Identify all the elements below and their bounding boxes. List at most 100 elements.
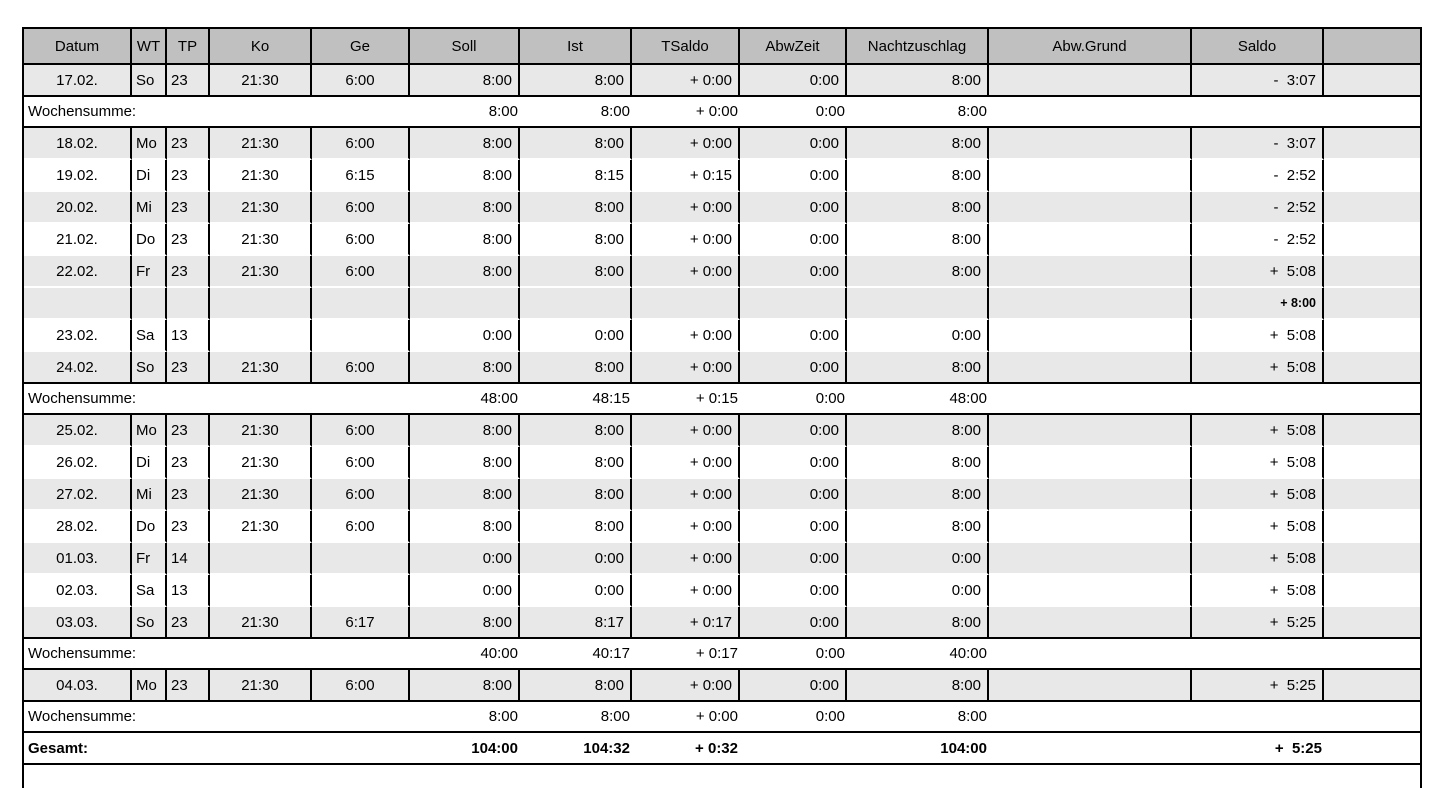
cell-saldo: + 5:08 — [1192, 415, 1324, 447]
cell-ge: 6:00 — [312, 65, 410, 95]
cell-ge — [312, 575, 410, 607]
cell-nacht: 0:00 — [847, 575, 989, 607]
cell-extra — [1324, 511, 1420, 543]
cell-ge: 6:00 — [312, 511, 410, 543]
table-row: 22.02. Fr 23 21:30 6:00 8:00 8:00 + 0:00 0:00 8:0… — [24, 256, 1420, 288]
cell-ge: 6:00 — [312, 224, 410, 256]
cell-abwgrund — [989, 65, 1192, 95]
table-row: 18.02. Mo 23 21:30 6:00 8:00 8:00 + 0:00 0:00 8:0… — [24, 128, 1420, 160]
cell-ko: 21:30 — [210, 160, 312, 192]
cell-tp: 13 — [167, 320, 210, 352]
cell-ist: 8:00 — [520, 670, 632, 700]
week-summary-row: Wochensumme: 8:00 8:00 + 0:00 0:00 8:00 — [24, 702, 1420, 733]
cell-extra — [1324, 192, 1420, 224]
cell-wt: Mo — [132, 670, 167, 700]
summary-cell-soll: 40:00 — [480, 645, 518, 662]
summary-cell-tsaldo: + 0:00 — [695, 103, 738, 120]
cell-nacht: 8:00 — [847, 224, 989, 256]
cell-abwgrund — [989, 511, 1192, 543]
cell-tsaldo: + 0:00 — [632, 415, 740, 447]
cell-abwzeit: 0:00 — [740, 224, 847, 256]
cell-tsaldo: + 0:15 — [632, 160, 740, 192]
week-block: 18.02. Mo 23 21:30 6:00 8:00 8:00 + 0:00 0:00 8:0… — [24, 128, 1420, 384]
summary-cell-ist: 8:00 — [600, 708, 630, 725]
table-row: 04.03. Mo 23 21:30 6:00 8:00 8:00 + 0:00 0:00 8:0… — [24, 670, 1420, 700]
cell-nacht: 8:00 — [847, 447, 989, 479]
table-row: 19.02. Di 23 21:30 6:15 8:00 8:15 + 0:15 0:00 8:0… — [24, 160, 1420, 192]
table-row: 26.02. Di 23 21:30 6:00 8:00 8:00 + 0:00 0:00 8:0… — [24, 447, 1420, 479]
cell-abwgrund — [989, 224, 1192, 256]
cell-abwgrund — [989, 256, 1192, 288]
cell-wt: Mi — [132, 479, 167, 511]
cell-tp: 23 — [167, 160, 210, 192]
header-cell-extra — [1324, 29, 1420, 63]
cell-ist: 8:15 — [520, 160, 632, 192]
cell-tsaldo: + 0:00 — [632, 320, 740, 352]
table-row: 21.02. Do 23 21:30 6:00 8:00 8:00 + 0:00 0:00 8:0… — [24, 224, 1420, 256]
cell-tp: 23 — [167, 192, 210, 224]
summary-cell-abwzeit: 0:00 — [815, 103, 845, 120]
cell-extra — [1324, 224, 1420, 256]
total-cell-saldo: + 5:25 — [1274, 739, 1322, 757]
cell-abwgrund — [989, 352, 1192, 382]
cell-wt: So — [132, 352, 167, 382]
cell-wt: Fr — [132, 543, 167, 575]
cell-soll: 8:00 — [410, 479, 520, 511]
cell-datum — [24, 288, 132, 320]
table-row: 01.03. Fr 14 0:00 0:00 + 0:00 0:00 0:00 + 5:08 — [24, 543, 1420, 575]
cell-abwzeit: 0:00 — [740, 128, 847, 160]
cell-datum: 18.02. — [24, 128, 132, 160]
cell-datum: 27.02. — [24, 479, 132, 511]
cell-nacht: 8:00 — [847, 607, 989, 637]
header-cell-soll: Soll — [410, 29, 520, 63]
summary-filler — [993, 702, 1420, 731]
cell-saldo: - 2:52 — [1192, 192, 1324, 224]
cell-saldo: - 2:52 — [1192, 224, 1324, 256]
cell-saldo: + 5:08 — [1192, 320, 1324, 352]
cell-ko — [210, 543, 312, 575]
cell-datum: 19.02. — [24, 160, 132, 192]
cell-wt: So — [132, 65, 167, 95]
cell-wt: Do — [132, 511, 167, 543]
cell-datum: 01.03. — [24, 543, 132, 575]
summary-cell-abwzeit: 0:00 — [815, 645, 845, 662]
cell-ge — [312, 288, 410, 320]
cell-abwgrund — [989, 128, 1192, 160]
summary-cell-abwzeit: 0:00 — [815, 708, 845, 725]
summary-cell-nacht: 48:00 — [949, 390, 987, 407]
cell-abwzeit: 0:00 — [740, 160, 847, 192]
cell-tsaldo: + 0:00 — [632, 511, 740, 543]
cell-abwgrund — [989, 670, 1192, 700]
header-row: Datum WT TP Ko Ge Soll Ist TSaldo AbwZeit Nachtzu… — [24, 29, 1420, 65]
cell-wt: Do — [132, 224, 167, 256]
cell-ist: 8:00 — [520, 479, 632, 511]
cell-abwzeit: 0:00 — [740, 670, 847, 700]
cell-tsaldo — [632, 288, 740, 320]
cell-datum: 26.02. — [24, 447, 132, 479]
cell-tp: 13 — [167, 575, 210, 607]
week-summary-row: Wochensumme: 48:00 48:15 + 0:15 0:00 48:00 — [24, 384, 1420, 415]
cell-nacht: 8:00 — [847, 256, 989, 288]
cell-ist: 8:00 — [520, 415, 632, 447]
cell-datum: 22.02. — [24, 256, 132, 288]
cell-soll — [410, 288, 520, 320]
cell-ist: 8:17 — [520, 607, 632, 637]
cell-ko: 21:30 — [210, 415, 312, 447]
cell-ist: 8:00 — [520, 511, 632, 543]
cell-ge: 6:00 — [312, 192, 410, 224]
cell-extra — [1324, 320, 1420, 352]
cell-abwgrund — [989, 607, 1192, 637]
header-cell-wt: WT — [132, 29, 167, 63]
cell-soll: 0:00 — [410, 543, 520, 575]
cell-saldo: + 5:08 — [1192, 575, 1324, 607]
cell-abwzeit: 0:00 — [740, 320, 847, 352]
cell-ge: 6:00 — [312, 415, 410, 447]
total-cell-soll: 104:00 — [471, 739, 518, 757]
summary-label: Wochensumme: — [28, 645, 137, 662]
cell-saldo: + 5:08 — [1192, 479, 1324, 511]
table-row: 17.02. So 23 21:30 6:00 8:00 8:00 + 0:00 0:00 8:0… — [24, 65, 1420, 95]
cell-saldo: + 5:08 — [1192, 256, 1324, 288]
cell-tsaldo: + 0:00 — [632, 670, 740, 700]
cell-datum: 03.03. — [24, 607, 132, 637]
cell-soll: 8:00 — [410, 607, 520, 637]
